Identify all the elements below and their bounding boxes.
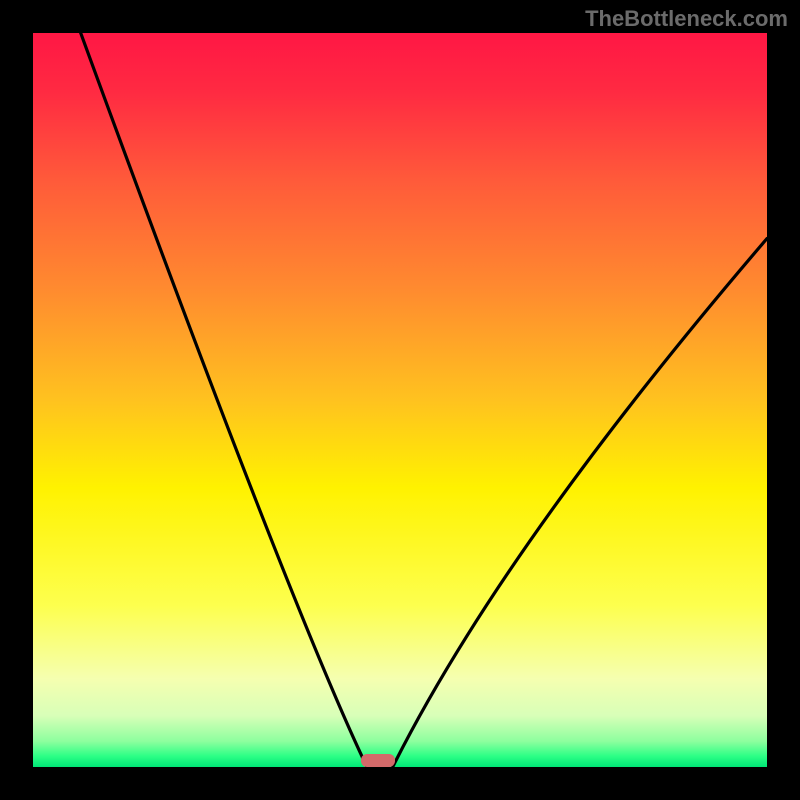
bottleneck-curve-left [81,33,367,767]
bottleneck-curve-right [393,239,767,767]
watermark-text: TheBottleneck.com [585,6,788,32]
curve-layer [33,33,767,767]
bottleneck-marker [361,754,395,767]
chart-container: TheBottleneck.com [0,0,800,800]
plot-area [33,33,767,767]
